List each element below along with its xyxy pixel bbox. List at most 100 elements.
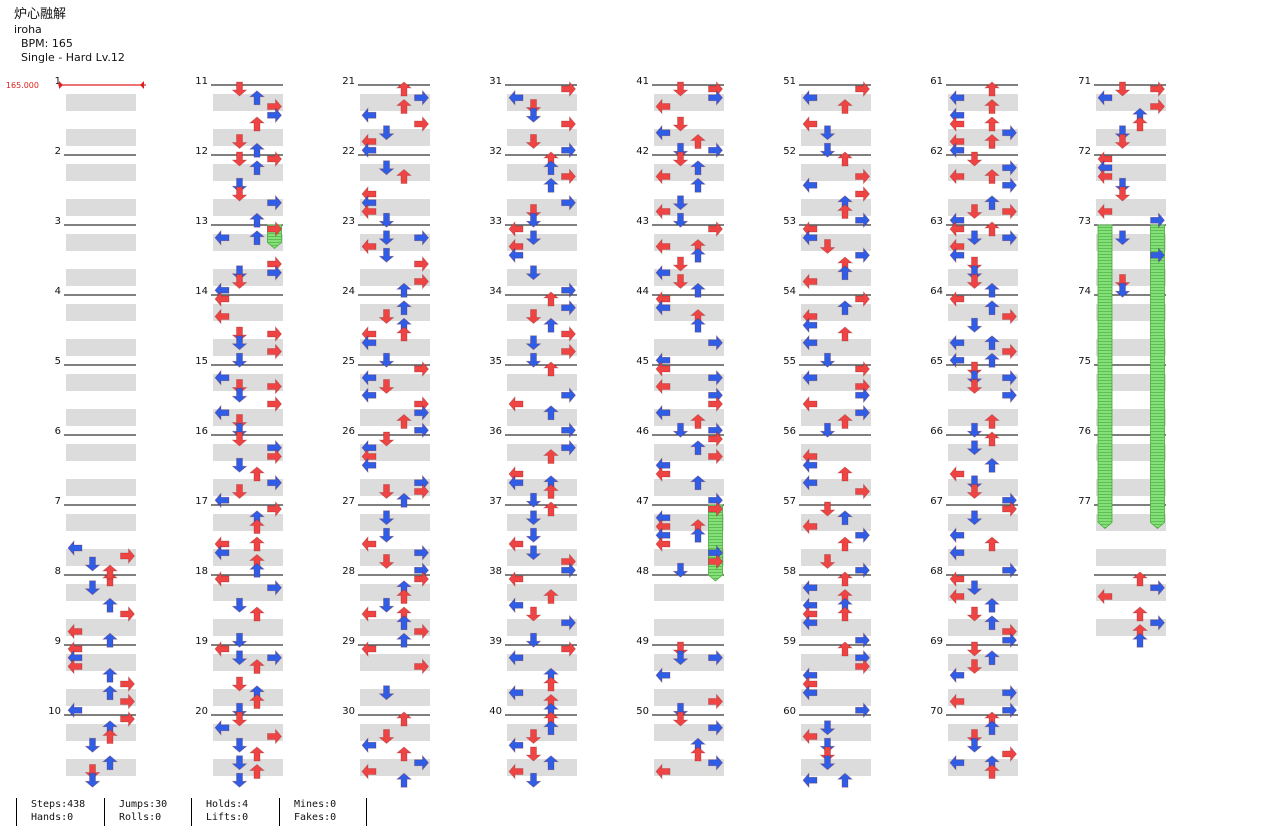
measure-number: 74 bbox=[1078, 286, 1091, 297]
measure-band bbox=[213, 584, 283, 601]
right-arrow-icon bbox=[120, 675, 136, 693]
down-arrow-icon bbox=[966, 440, 983, 456]
right-arrow-icon bbox=[414, 360, 430, 378]
up-arrow-icon bbox=[983, 457, 1001, 473]
up-arrow-icon bbox=[983, 168, 1001, 184]
down-arrow-icon bbox=[819, 239, 836, 255]
left-arrow-icon bbox=[508, 220, 524, 238]
left-arrow-icon bbox=[214, 308, 230, 325]
down-arrow-icon bbox=[231, 274, 248, 290]
up-arrow-icon bbox=[983, 98, 1001, 114]
up-arrow-icon bbox=[395, 326, 413, 342]
right-arrow-icon bbox=[414, 89, 430, 106]
measure-number: 39 bbox=[489, 636, 502, 647]
up-arrow-icon bbox=[983, 431, 1001, 447]
down-arrow-icon bbox=[84, 556, 101, 572]
measure-band bbox=[507, 129, 577, 146]
up-arrow-icon bbox=[542, 361, 560, 377]
measure-band bbox=[507, 479, 577, 496]
right-arrow-icon bbox=[855, 360, 871, 378]
right-arrow-icon bbox=[855, 290, 871, 308]
right-arrow-icon bbox=[855, 168, 871, 185]
measure-band bbox=[507, 234, 577, 251]
hands-count: Hands:0 bbox=[31, 812, 74, 823]
measure-band bbox=[213, 339, 283, 356]
left-arrow-icon bbox=[508, 684, 524, 701]
down-arrow-icon bbox=[378, 510, 395, 526]
up-arrow-icon bbox=[542, 483, 560, 499]
right-arrow-icon bbox=[414, 623, 430, 640]
down-arrow-icon bbox=[525, 107, 542, 123]
measure-number: 65 bbox=[930, 356, 943, 367]
measure-band bbox=[213, 199, 283, 216]
down-arrow-icon bbox=[525, 352, 542, 368]
left-arrow-icon bbox=[655, 360, 671, 378]
measure-band bbox=[801, 374, 871, 391]
left-arrow-icon bbox=[949, 115, 965, 133]
up-arrow-icon bbox=[542, 676, 560, 692]
measure-band bbox=[654, 129, 724, 146]
right-arrow-icon bbox=[561, 282, 577, 299]
measure-number: 37 bbox=[489, 496, 502, 507]
measure-band bbox=[654, 724, 724, 741]
down-arrow-icon bbox=[966, 737, 983, 753]
down-arrow-icon bbox=[231, 422, 248, 438]
right-arrow-icon bbox=[1002, 159, 1018, 176]
measure-band bbox=[66, 479, 136, 496]
measure-band bbox=[507, 94, 577, 111]
measure-band bbox=[801, 304, 871, 321]
up-arrow-icon bbox=[542, 448, 560, 464]
left-arrow-icon bbox=[802, 675, 818, 693]
left-arrow-icon bbox=[508, 649, 524, 666]
measure-band bbox=[654, 689, 724, 706]
up-arrow-icon bbox=[248, 518, 266, 534]
left-arrow-icon bbox=[1097, 168, 1113, 185]
measure-number: 29 bbox=[342, 636, 355, 647]
up-arrow-icon bbox=[395, 81, 413, 97]
right-arrow-icon bbox=[1002, 562, 1018, 579]
measure-band bbox=[1096, 514, 1166, 531]
measure-band bbox=[66, 269, 136, 286]
right-arrow-icon bbox=[120, 605, 136, 623]
down-arrow-icon bbox=[966, 422, 983, 438]
left-arrow-icon bbox=[655, 465, 671, 483]
measure-band bbox=[507, 199, 577, 216]
down-arrow-icon bbox=[378, 729, 395, 745]
measure-number: 63 bbox=[930, 216, 943, 227]
up-arrow-icon bbox=[542, 291, 560, 307]
measure-band bbox=[948, 654, 1018, 671]
up-arrow-icon bbox=[983, 763, 1001, 779]
up-arrow-icon bbox=[689, 317, 707, 333]
down-arrow-icon bbox=[231, 702, 248, 718]
measure-number: 49 bbox=[636, 636, 649, 647]
right-arrow-icon bbox=[855, 185, 871, 203]
down-arrow-icon bbox=[378, 125, 395, 141]
left-arrow-icon bbox=[949, 667, 965, 684]
right-arrow-icon bbox=[267, 378, 283, 395]
right-arrow-icon bbox=[267, 448, 283, 465]
left-arrow-icon bbox=[949, 89, 965, 106]
down-arrow-icon bbox=[525, 632, 542, 648]
right-arrow-icon bbox=[561, 439, 577, 456]
right-arrow-icon bbox=[1150, 98, 1166, 115]
measure-band bbox=[66, 234, 136, 251]
down-arrow-icon bbox=[672, 274, 689, 290]
left-arrow-icon bbox=[802, 89, 818, 106]
measure-band bbox=[507, 339, 577, 356]
down-arrow-icon bbox=[84, 737, 101, 753]
measure-band bbox=[948, 234, 1018, 251]
left-arrow-icon bbox=[361, 457, 377, 474]
right-arrow-icon bbox=[708, 448, 724, 465]
left-arrow-icon bbox=[949, 570, 965, 588]
measure-band bbox=[213, 619, 283, 636]
up-arrow-icon bbox=[836, 265, 854, 281]
down-arrow-icon bbox=[672, 641, 689, 657]
measure-band bbox=[948, 724, 1018, 741]
right-arrow-icon bbox=[855, 404, 871, 421]
measure-band bbox=[1096, 269, 1166, 286]
measure-band bbox=[1096, 199, 1166, 216]
right-arrow-icon bbox=[414, 229, 430, 246]
song-info: 炉心融解 iroha BPM: 165 Single - Hard Lv.12 bbox=[14, 7, 125, 65]
down-arrow-icon bbox=[84, 772, 101, 788]
